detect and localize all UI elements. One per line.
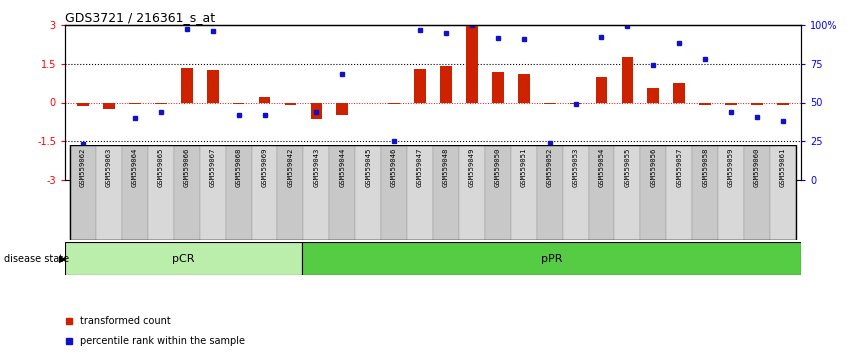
Text: GSM559068: GSM559068: [236, 148, 242, 187]
Text: GSM559061: GSM559061: [780, 148, 786, 187]
Text: GSM559054: GSM559054: [598, 148, 604, 187]
Bar: [148, 145, 174, 240]
Bar: [233, 103, 244, 104]
Bar: [388, 103, 400, 104]
Bar: [770, 145, 796, 240]
Text: GSM559044: GSM559044: [339, 148, 346, 187]
Bar: [744, 145, 770, 240]
Bar: [251, 145, 277, 240]
Text: GSM559058: GSM559058: [702, 148, 708, 187]
Bar: [259, 97, 270, 103]
Bar: [70, 145, 96, 240]
Bar: [433, 145, 459, 240]
Bar: [537, 145, 563, 240]
Bar: [65, 242, 301, 275]
Bar: [77, 103, 89, 106]
Bar: [440, 66, 452, 103]
Text: transformed count: transformed count: [80, 316, 171, 326]
Bar: [337, 103, 348, 115]
Bar: [174, 145, 200, 240]
Bar: [622, 57, 633, 103]
Text: GSM559042: GSM559042: [288, 148, 294, 187]
Bar: [277, 145, 303, 240]
Bar: [544, 103, 555, 104]
Bar: [751, 103, 763, 105]
Text: pCR: pCR: [172, 253, 195, 263]
Bar: [718, 145, 744, 240]
Bar: [414, 69, 426, 103]
Bar: [459, 145, 485, 240]
Text: GSM559047: GSM559047: [417, 148, 423, 187]
Bar: [640, 145, 666, 240]
Text: GSM559065: GSM559065: [158, 148, 164, 187]
Bar: [518, 74, 529, 103]
Text: disease state: disease state: [4, 253, 69, 263]
Bar: [725, 103, 737, 105]
Text: GSM559052: GSM559052: [546, 148, 553, 187]
Bar: [181, 68, 192, 103]
Text: GSM559064: GSM559064: [132, 148, 138, 187]
Bar: [301, 242, 801, 275]
Bar: [674, 83, 685, 103]
Bar: [485, 145, 511, 240]
Bar: [226, 145, 251, 240]
Bar: [777, 103, 789, 105]
Text: GSM559067: GSM559067: [210, 148, 216, 187]
Text: GSM559060: GSM559060: [754, 148, 760, 187]
Bar: [381, 145, 407, 240]
Text: GSM559045: GSM559045: [365, 148, 372, 187]
Bar: [122, 145, 148, 240]
Text: GSM559049: GSM559049: [469, 148, 475, 187]
Text: GSM559055: GSM559055: [624, 148, 630, 187]
Text: GSM559066: GSM559066: [184, 148, 190, 187]
Text: pPR: pPR: [540, 253, 562, 263]
Text: GSM559062: GSM559062: [80, 148, 86, 187]
Bar: [311, 103, 322, 119]
Text: ▶: ▶: [59, 253, 67, 263]
Bar: [589, 145, 615, 240]
Text: GDS3721 / 216361_s_at: GDS3721 / 216361_s_at: [65, 11, 215, 24]
Text: GSM559069: GSM559069: [262, 148, 268, 187]
Bar: [692, 145, 718, 240]
Text: GSM559053: GSM559053: [572, 148, 578, 187]
Bar: [329, 145, 355, 240]
Bar: [96, 145, 122, 240]
Bar: [700, 103, 711, 105]
Bar: [200, 145, 226, 240]
Bar: [407, 145, 433, 240]
Text: GSM559056: GSM559056: [650, 148, 656, 187]
Text: percentile rank within the sample: percentile rank within the sample: [80, 336, 245, 347]
Bar: [155, 103, 166, 104]
Bar: [355, 145, 381, 240]
Bar: [511, 145, 537, 240]
Text: GSM559048: GSM559048: [443, 148, 449, 187]
Bar: [563, 145, 589, 240]
Bar: [207, 70, 218, 103]
Text: GSM559043: GSM559043: [313, 148, 320, 187]
Bar: [303, 145, 329, 240]
Text: GSM559063: GSM559063: [106, 148, 112, 187]
Text: GSM559050: GSM559050: [494, 148, 501, 187]
Bar: [285, 103, 296, 105]
Bar: [129, 103, 141, 104]
Bar: [492, 72, 504, 103]
Bar: [570, 103, 581, 104]
Bar: [615, 145, 640, 240]
Bar: [596, 77, 607, 103]
Text: GSM559051: GSM559051: [520, 148, 527, 187]
Text: GSM559059: GSM559059: [728, 148, 734, 187]
Text: GSM559046: GSM559046: [391, 148, 397, 187]
Text: GSM559057: GSM559057: [676, 148, 682, 187]
Bar: [466, 25, 478, 103]
Bar: [103, 103, 115, 109]
Bar: [666, 145, 692, 240]
Bar: [648, 88, 659, 103]
